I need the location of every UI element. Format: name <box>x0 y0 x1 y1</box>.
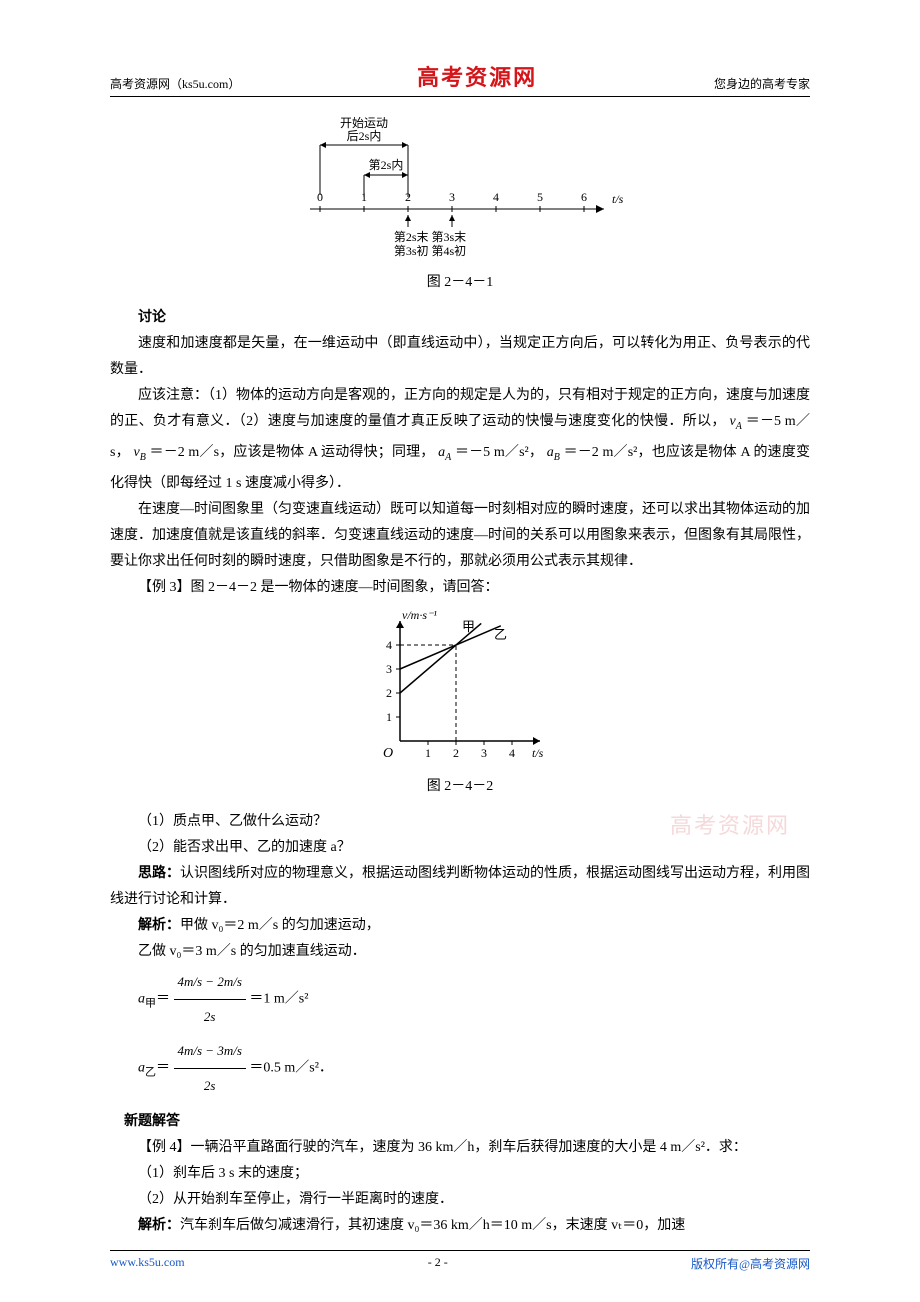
eq-a-jia-rhs: ＝1 m／s² <box>249 991 308 1006</box>
example-3-q2: （2）能否求出甲、乙的加速度 a？ <box>110 835 810 861</box>
new-problem-heading: 新题解答 <box>124 1109 810 1135</box>
example-3-solution-1: 解析：甲做 v₀＝2 m／s 的匀加速运动， <box>110 913 810 939</box>
example-3-intro: 【例 3】图 2－4－2 是一物体的速度—时间图象，请回答： <box>110 575 810 601</box>
svg-text:O: O <box>383 746 393 761</box>
svg-text:v/m·s⁻¹: v/m·s⁻¹ <box>402 611 437 622</box>
svg-text:3: 3 <box>386 662 392 676</box>
p2-d: ＝－5 m／s²， <box>455 445 543 460</box>
equation-a-yi: a乙＝ 4m/s − 3m/s 2s ＝0.5 m／s²． <box>138 1034 810 1103</box>
header-center-logo: 高考资源网 <box>417 60 537 92</box>
eq-a-jia-sym: a <box>138 991 145 1006</box>
jiexi-label: 解析： <box>138 918 180 933</box>
svg-text:4: 4 <box>493 190 499 204</box>
eq-a-yi-rhs: ＝0.5 m／s²． <box>249 1060 333 1075</box>
sym-aB: a <box>547 445 554 460</box>
svg-text:t/s: t/s <box>612 192 624 206</box>
svg-text:5: 5 <box>537 190 543 204</box>
svg-text:第3s初 第4s初: 第3s初 第4s初 <box>394 244 466 258</box>
silu-label: 思路： <box>138 866 180 881</box>
footer-page-number: - 2 - <box>428 1255 448 1272</box>
svg-text:t/s: t/s <box>532 746 544 760</box>
page-header: 高考资源网（ks5u.com） 高考资源网 您身边的高考专家 <box>110 60 810 97</box>
svg-text:3: 3 <box>481 746 487 760</box>
paragraph-1: 速度和加速度都是矢量，在一维运动中（即直线运动中），当规定正方向后，可以转化为用… <box>110 331 810 383</box>
equation-a-jia: a甲＝ 4m/s − 2m/s 2s ＝1 m／s² <box>138 965 810 1034</box>
footer-right: 版权所有@高考资源网 <box>691 1255 810 1272</box>
eq-a-jia-den: 2s <box>174 1000 246 1034</box>
svg-text:第2s末 第3s末: 第2s末 第3s末 <box>394 230 466 244</box>
figure-2-4-1-caption: 图 2－4－1 <box>110 271 810 291</box>
svg-text:3: 3 <box>449 190 455 204</box>
eq-a-jia-num: 4m/s − 2m/s <box>174 965 246 1000</box>
eq-a-yi-num: 4m/s − 3m/s <box>174 1034 246 1069</box>
eq-a-jia-sub: 甲 <box>145 997 156 1009</box>
svg-text:后2s内: 后2s内 <box>347 129 382 143</box>
header-left: 高考资源网（ks5u.com） <box>110 75 240 92</box>
figure-2-4-2-svg: 1 2 3 4 1 2 3 4 Ov/m·s⁻¹ t/s 甲乙 <box>360 611 560 771</box>
example-3-thought: 思路：认识图线所对应的物理意义，根据运动图线判断物体运动的性质，根据运动图线写出… <box>110 861 810 913</box>
header-right: 您身边的高考专家 <box>714 75 810 92</box>
sym-vB-sub: B <box>140 452 146 463</box>
svg-text:2: 2 <box>386 686 392 700</box>
svg-text:6: 6 <box>581 190 587 204</box>
example-4-q2: （2）从开始刹车至停止，滑行一半距离时的速度． <box>110 1187 810 1213</box>
p2-c: ＝－2 m／s，应该是物体 A 运动得快；同理， <box>150 445 435 460</box>
figure-2-4-2-caption: 图 2－4－2 <box>110 775 810 795</box>
svg-text:第2s内: 第2s内 <box>369 158 404 172</box>
silu-text: 认识图线所对应的物理意义，根据运动图线判断物体运动的性质，根据运动图线写出运动方… <box>110 866 810 907</box>
p2-a: 应该注意：（1）物体的运动方向是客观的，正方向的规定是人为的，只有相对于规定的正… <box>110 388 810 429</box>
eq-a-yi-sym: a <box>138 1060 145 1075</box>
figure-2-4-1: 0123456t/s开始运动后2s内第2s内第2s末 第3s末第3s初 第4s初… <box>110 117 810 291</box>
svg-text:甲: 甲 <box>462 619 475 634</box>
jiexi-label-2: 解析： <box>138 1218 180 1233</box>
eq-a-yi-den: 2s <box>174 1069 246 1103</box>
ex4-jiexi-text: 汽车刹车后做匀减速滑行，其初速度 v₀＝36 km／h＝10 m／s，末速度 v… <box>180 1218 685 1233</box>
svg-text:1: 1 <box>425 746 431 760</box>
figure-2-4-2: 1 2 3 4 1 2 3 4 Ov/m·s⁻¹ t/s 甲乙 图 2－4－2 <box>110 611 810 795</box>
page-footer: www.ks5u.com - 2 - 版权所有@高考资源网 <box>110 1250 810 1272</box>
paragraph-3: 在速度—时间图象里（匀变速直线运动）既可以知道每一时刻相对应的瞬时速度，还可以求… <box>110 497 810 575</box>
svg-text:2: 2 <box>453 746 459 760</box>
eq-a-jia-frac: 4m/s − 2m/s 2s <box>174 965 246 1034</box>
example-3-solution-2: 乙做 v₀＝3 m／s 的匀加速直线运动． <box>110 939 810 965</box>
jiexi-line1: 甲做 v₀＝2 m／s 的匀加速运动， <box>180 918 380 933</box>
figure-2-4-1-svg: 0123456t/s开始运动后2s内第2s内第2s末 第3s末第3s初 第4s初 <box>290 117 630 267</box>
svg-text:4: 4 <box>509 746 515 760</box>
footer-left: www.ks5u.com <box>110 1255 185 1272</box>
example-4-q1: （1）刹车后 3 s 末的速度； <box>110 1161 810 1187</box>
svg-text:4: 4 <box>386 638 392 652</box>
svg-text:1: 1 <box>386 710 392 724</box>
sym-vA-sub: A <box>736 421 742 432</box>
page: 高考资源网（ks5u.com） 高考资源网 您身边的高考专家 0123456t/… <box>0 0 920 1302</box>
example-4-intro: 【例 4】一辆沿平直路面行驶的汽车，速度为 36 km／h，刹车后获得加速度的大… <box>110 1135 810 1161</box>
example-4-solution: 解析：汽车刹车后做匀减速滑行，其初速度 v₀＝36 km／h＝10 m／s，末速… <box>110 1213 810 1239</box>
paragraph-2: 应该注意：（1）物体的运动方向是客观的，正方向的规定是人为的，只有相对于规定的正… <box>110 383 810 497</box>
sym-aB-sub: B <box>554 452 560 463</box>
sym-aA-sub: A <box>445 452 451 463</box>
example-3-q1: （1）质点甲、乙做什么运动？ <box>110 809 810 835</box>
svg-text:乙: 乙 <box>494 627 507 642</box>
eq-a-yi-sub: 乙 <box>145 1066 156 1078</box>
eq-a-yi-frac: 4m/s − 3m/s 2s <box>174 1034 246 1103</box>
discussion-heading: 讨论 <box>110 305 810 331</box>
